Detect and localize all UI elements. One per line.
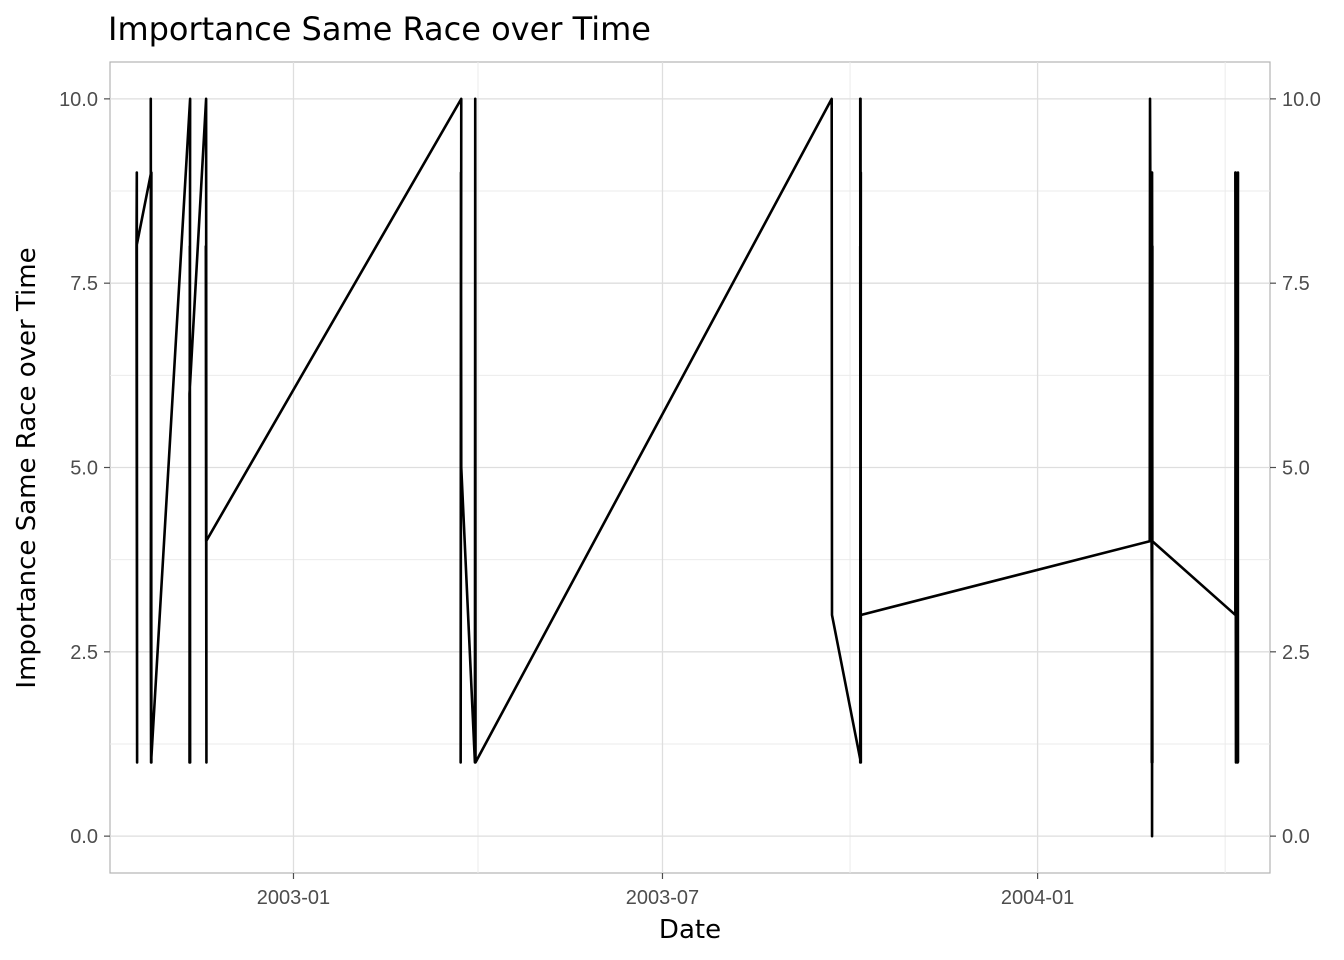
x-axis: 2003-01 2003-07 2004-01	[257, 873, 1074, 909]
y-axis-right: 0.0 2.5 5.0 7.5 10.0	[1270, 89, 1321, 848]
y-tick-label-right: 2.5	[1282, 642, 1310, 664]
x-tick-label: 2003-01	[257, 887, 330, 909]
y-tick-label: 7.5	[70, 273, 98, 295]
series-layer	[135, 97, 1240, 838]
series-line	[135, 97, 1240, 838]
y-tick-label-right: 5.0	[1282, 458, 1310, 480]
y-axis-title: Importance Same Race over Time	[12, 247, 42, 688]
x-tick-label: 2004-01	[1001, 887, 1074, 909]
y-tick-label: 5.0	[70, 458, 98, 480]
y-tick-label-right: 0.0	[1282, 826, 1310, 848]
grid-minor	[110, 62, 1270, 873]
grid-major	[110, 62, 1270, 873]
y-axis-left: 0.0 2.5 5.0 7.5 10.0	[59, 89, 110, 848]
y-tick-label: 10.0	[59, 89, 98, 111]
y-tick-label-right: 7.5	[1282, 273, 1310, 295]
x-tick-label: 2003-07	[626, 887, 699, 909]
x-axis-title: Date	[659, 915, 721, 945]
y-tick-label-right: 10.0	[1282, 89, 1321, 111]
chart-title: Importance Same Race over Time	[108, 10, 651, 48]
y-tick-label: 2.5	[70, 642, 98, 664]
y-tick-label: 0.0	[70, 826, 98, 848]
